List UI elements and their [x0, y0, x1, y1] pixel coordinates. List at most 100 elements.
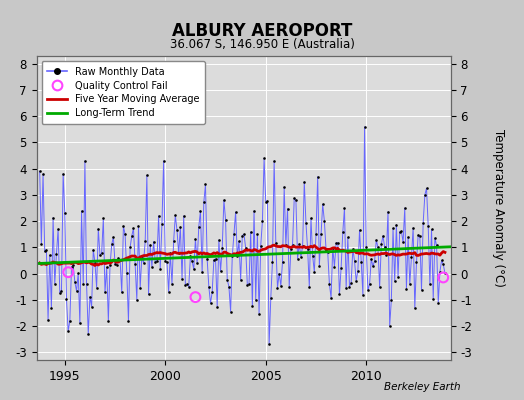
- Point: [317, 231, 325, 238]
- Point: [396, 228, 404, 235]
- Point: [124, 318, 133, 324]
- Point: [54, 226, 62, 232]
- Point: [322, 246, 330, 253]
- Point: [359, 292, 367, 298]
- Point: [186, 253, 194, 260]
- Point: [372, 237, 380, 243]
- Point: [206, 300, 215, 306]
- Text: Berkeley Earth: Berkeley Earth: [385, 382, 461, 392]
- Point: [201, 181, 210, 188]
- Point: [319, 201, 327, 207]
- Point: [278, 259, 287, 265]
- Point: [133, 297, 141, 303]
- Point: [379, 233, 387, 239]
- Point: [362, 244, 370, 250]
- Point: [425, 281, 434, 287]
- Point: [107, 241, 116, 248]
- Point: [267, 295, 275, 302]
- Point: [325, 281, 334, 287]
- Point: [103, 264, 111, 270]
- Point: [40, 248, 49, 255]
- Point: [327, 295, 335, 301]
- Point: [257, 242, 265, 249]
- Point: [223, 276, 232, 283]
- Point: [136, 285, 144, 291]
- Point: [380, 244, 389, 250]
- Point: [323, 249, 332, 255]
- Point: [191, 294, 200, 300]
- Point: [78, 208, 86, 214]
- Point: [59, 171, 67, 177]
- Point: [89, 246, 97, 253]
- Point: [128, 232, 136, 239]
- Point: [315, 262, 323, 269]
- Point: [242, 245, 250, 251]
- Point: [220, 197, 228, 203]
- Text: ALBURY AEROPORT: ALBURY AEROPORT: [172, 22, 352, 40]
- Point: [399, 239, 407, 245]
- Point: [288, 241, 297, 248]
- Point: [181, 281, 190, 288]
- Point: [412, 259, 421, 266]
- Point: [74, 270, 82, 276]
- Point: [406, 281, 414, 287]
- Point: [180, 213, 188, 219]
- Point: [193, 260, 201, 266]
- Point: [422, 185, 431, 192]
- Point: [258, 218, 267, 224]
- Point: [67, 264, 75, 270]
- Point: [313, 174, 322, 180]
- Point: [375, 284, 384, 290]
- Point: [238, 232, 246, 239]
- Point: [384, 208, 392, 215]
- Point: [161, 258, 169, 264]
- Point: [439, 274, 447, 281]
- Point: [126, 244, 134, 251]
- Point: [91, 259, 99, 266]
- Point: [117, 289, 126, 296]
- Point: [84, 330, 92, 337]
- Point: [337, 264, 345, 271]
- Point: [139, 260, 148, 266]
- Point: [414, 232, 422, 238]
- Point: [354, 268, 362, 274]
- Point: [168, 281, 176, 287]
- Point: [79, 281, 88, 287]
- Point: [263, 198, 271, 204]
- Point: [298, 243, 307, 250]
- Point: [101, 289, 109, 296]
- Point: [295, 241, 303, 247]
- Point: [64, 328, 72, 334]
- Point: [194, 223, 203, 230]
- Point: [330, 264, 339, 270]
- Point: [146, 242, 155, 248]
- Point: [52, 251, 61, 257]
- Point: [397, 228, 406, 234]
- Point: [240, 231, 248, 238]
- Point: [104, 318, 113, 324]
- Point: [191, 236, 200, 242]
- Point: [72, 288, 81, 294]
- Point: [367, 256, 376, 262]
- Point: [339, 229, 347, 236]
- Point: [183, 281, 191, 288]
- Point: [387, 296, 396, 303]
- Point: [75, 320, 84, 327]
- Point: [188, 258, 196, 264]
- Point: [265, 341, 274, 348]
- Point: [344, 234, 352, 241]
- Point: [402, 286, 411, 292]
- Point: [178, 276, 186, 282]
- Point: [243, 282, 252, 288]
- Point: [230, 230, 238, 237]
- Point: [86, 294, 94, 300]
- Point: [190, 266, 198, 272]
- Point: [109, 234, 117, 240]
- Point: [255, 310, 263, 317]
- Point: [280, 184, 288, 190]
- Y-axis label: Temperature Anomaly (°C): Temperature Anomaly (°C): [492, 129, 505, 287]
- Point: [166, 250, 174, 257]
- Point: [432, 242, 441, 248]
- Point: [203, 256, 211, 262]
- Point: [310, 269, 319, 275]
